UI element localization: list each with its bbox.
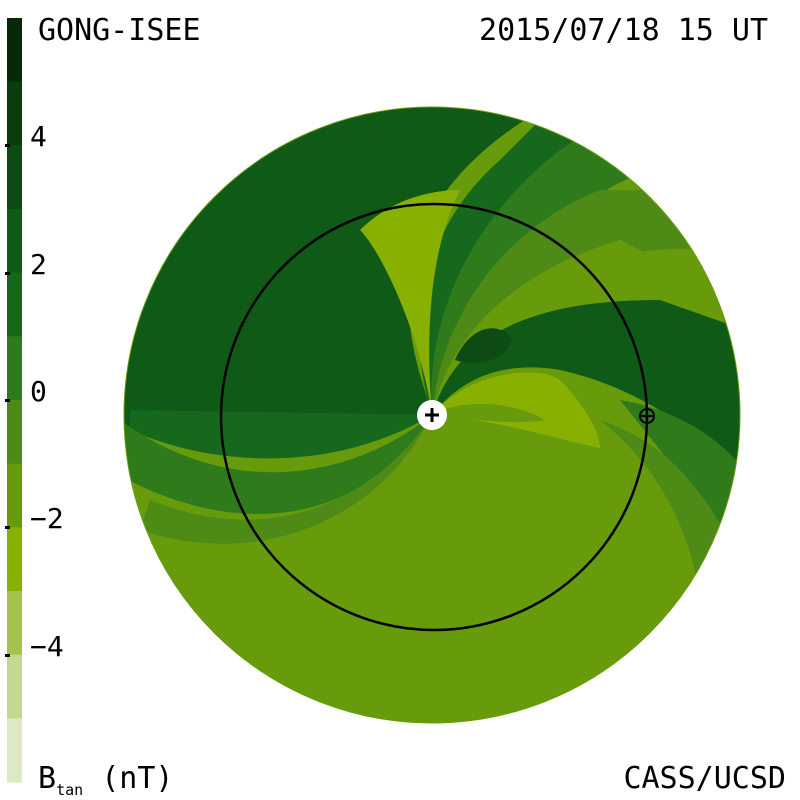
quantity-symbol: B	[38, 761, 57, 796]
region-band-east-2	[600, 420, 740, 600]
timestamp-label: 2015/07/18 15 UT	[479, 13, 768, 48]
region-arm-4	[432, 240, 700, 415]
colorbar-tick-label: 0	[30, 375, 47, 408]
region-band-southwest-2	[140, 415, 432, 544]
region-arm-light-north	[360, 190, 460, 415]
colorbar-level-8	[7, 527, 22, 592]
colorbar-tick-label: −4	[30, 629, 64, 663]
contour-regions	[124, 107, 740, 723]
sun-marker	[417, 400, 447, 430]
colorbar-level-6	[7, 400, 22, 465]
colorbar-tick-mark	[5, 526, 10, 530]
colorbar-level-5	[7, 336, 22, 401]
colorbar-tick-mark	[5, 144, 10, 148]
colorbar-tick-label: 4	[30, 120, 47, 154]
region-band-southwest	[124, 415, 432, 514]
region-band-east	[620, 400, 740, 560]
colorbar-level-9	[7, 591, 22, 656]
region-positive-core	[455, 328, 512, 364]
colorbar-tick-mark	[5, 399, 10, 402]
colorbar-tick-mark	[5, 653, 10, 657]
source-label: GONG-ISEE	[38, 13, 201, 48]
colorbar-level-10	[7, 654, 22, 719]
earth-marker	[639, 408, 655, 424]
quantity-label: Btan (nT)	[38, 761, 174, 800]
disk-edge	[123, 106, 741, 724]
colorbar-level-7	[7, 463, 22, 528]
colorbar-level-1	[7, 81, 22, 146]
region-band-west	[130, 410, 432, 459]
colorbar-level-11	[7, 718, 22, 783]
region-arm-3	[432, 190, 700, 415]
colorbar-tick-label: 2	[30, 247, 47, 281]
colorbar-level-2	[7, 145, 22, 210]
quantity-subscript: tan	[56, 781, 84, 799]
colorbar-tick-mark	[5, 271, 10, 275]
colorbar-level-4	[7, 272, 22, 337]
region-negative-tongue-inner	[432, 403, 545, 423]
colorbar-tick-label: −2	[30, 502, 64, 536]
credit-label: CASS/UCSD	[623, 761, 786, 796]
unit-text: (nT)	[101, 761, 174, 796]
colorbar	[7, 18, 22, 783]
colorbar-level-0	[7, 18, 22, 83]
colorbar-level-3	[7, 209, 22, 274]
